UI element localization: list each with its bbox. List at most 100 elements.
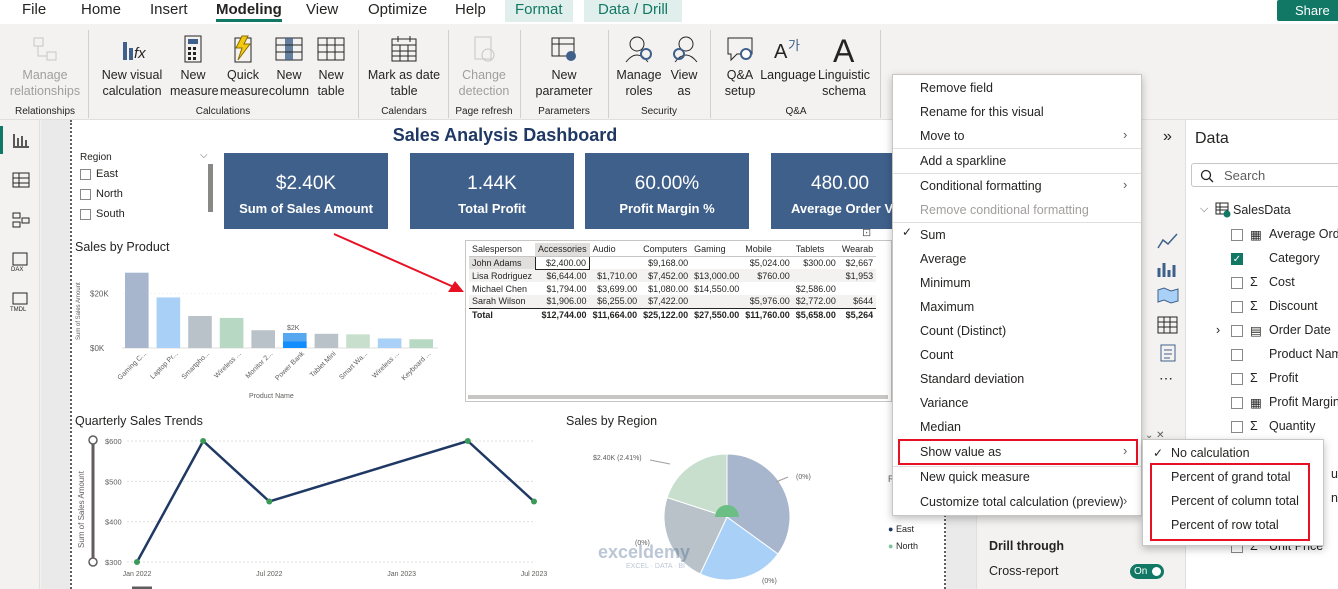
field-well-controls[interactable]: ⌄ ✕ bbox=[1145, 430, 1165, 441]
matrix-row[interactable]: Sarah Wilson $1,906.00 $6,255.00 $7,422.00 $… bbox=[469, 295, 877, 308]
kpi-card[interactable]: 1.44K Total Profit bbox=[410, 153, 574, 229]
tab-format[interactable]: Format bbox=[505, 0, 573, 22]
tab-view[interactable]: View bbox=[306, 1, 339, 18]
new-column-button[interactable]: New column bbox=[268, 34, 310, 99]
tab-insert[interactable]: Insert bbox=[150, 1, 188, 18]
mark-as-date-table-button[interactable]: Mark as date table bbox=[366, 34, 442, 99]
matrix-header-cell[interactable]: Salesperson bbox=[469, 243, 536, 257]
matrix-header-cell[interactable]: Audio bbox=[589, 243, 641, 257]
paginated-report-icon[interactable] bbox=[1159, 344, 1181, 362]
matrix-row[interactable]: John Adams $2,400.00 $9,168.00 $5,024.00 $30… bbox=[469, 255, 876, 270]
menu-item-maximum[interactable]: Maximum bbox=[920, 300, 975, 314]
tab-help[interactable]: Help bbox=[455, 1, 486, 18]
menu-item-conditional-formatting[interactable]: Conditional formatting bbox=[920, 179, 1042, 193]
checkbox[interactable] bbox=[80, 189, 91, 200]
kpi-card[interactable]: 480.00 Average Order Value bbox=[771, 153, 892, 229]
bar-chart[interactable]: $0K $20K Sum of Sales Amount Gaming C... Lap… bbox=[72, 258, 442, 403]
matrix-header-cell[interactable]: Mobile bbox=[742, 243, 793, 257]
menu-item-count[interactable]: Count bbox=[920, 348, 954, 362]
field-checkbox[interactable] bbox=[1231, 349, 1243, 361]
tmdl-view-icon[interactable]: TMDL bbox=[9, 292, 33, 312]
chevron-down-icon[interactable]: ⌵ bbox=[200, 150, 208, 161]
view-as-button[interactable]: View as bbox=[666, 34, 702, 99]
field-name[interactable]: Cost bbox=[1269, 275, 1295, 289]
kpi-card[interactable]: 60.00% Profit Margin % bbox=[585, 153, 749, 229]
field-name[interactable]: Discount bbox=[1269, 299, 1318, 313]
menu-item-move-to[interactable]: Move to bbox=[920, 129, 965, 143]
chevron-right-icon[interactable]: › bbox=[1216, 323, 1221, 337]
more-options-icon[interactable]: ⊡ bbox=[862, 227, 872, 239]
field-name[interactable]: Product Name bbox=[1269, 347, 1338, 361]
field-checkbox[interactable] bbox=[1231, 397, 1243, 409]
qa-setup-button[interactable]: Q&A setup bbox=[718, 34, 762, 99]
matrix-header-cell[interactable]: Wearab bbox=[838, 243, 877, 257]
field-checkbox[interactable] bbox=[1231, 301, 1243, 313]
field-name[interactable]: Order Date bbox=[1269, 323, 1331, 337]
chevron-down-icon[interactable]: ⌵ bbox=[1200, 203, 1209, 215]
new-measure-button[interactable]: New measure bbox=[170, 34, 219, 99]
new-parameter-button[interactable]: New parameter bbox=[526, 34, 602, 99]
menu-item-show-value-as[interactable]: Show value as bbox=[920, 445, 1002, 459]
tab-modeling[interactable]: Modeling bbox=[216, 1, 282, 22]
field-checkbox[interactable] bbox=[1231, 325, 1243, 337]
new-table-button[interactable]: New table bbox=[312, 34, 350, 99]
field-name[interactable]: Category bbox=[1269, 251, 1320, 265]
tab-home[interactable]: Home bbox=[81, 1, 122, 18]
table-view-icon[interactable] bbox=[12, 172, 30, 188]
model-view-icon[interactable] bbox=[12, 212, 30, 228]
menu-item-rename-for-visual[interactable]: Rename for this visual bbox=[920, 105, 1044, 119]
matrix-row[interactable]: Lisa Rodriguez $6,644.00 $1,710.00 $7,452.0… bbox=[469, 269, 877, 282]
menu-item-remove-field[interactable]: Remove field bbox=[920, 81, 993, 95]
menu-item-customize-total-calculation[interactable]: Customize total calculation (preview) bbox=[920, 495, 1124, 509]
checkbox[interactable] bbox=[80, 169, 91, 180]
menu-item-count-distinct[interactable]: Count (Distinct) bbox=[920, 324, 1007, 338]
tab-file[interactable]: File bbox=[22, 1, 47, 18]
field-checkbox[interactable] bbox=[1231, 229, 1243, 241]
field-name[interactable]: Profit bbox=[1269, 371, 1299, 385]
matrix-header-cell[interactable]: Gaming bbox=[691, 243, 743, 257]
matrix-header-cell[interactable]: Tablets bbox=[792, 243, 839, 257]
share-button[interactable]: Share bbox=[1277, 0, 1338, 21]
submenu-item-percent-of-row-total[interactable]: Percent of row total bbox=[1171, 518, 1279, 532]
pie-chart[interactable]: $2.40K (2.41%) (0%) (0%) (0%) bbox=[590, 440, 830, 589]
checkbox[interactable] bbox=[80, 209, 91, 220]
matrix-header-cell[interactable]: Computers bbox=[640, 243, 692, 257]
submenu-item-percent-of-column-total[interactable]: Percent of column total bbox=[1171, 494, 1299, 508]
manage-roles-button[interactable]: Manage roles bbox=[614, 34, 664, 99]
tab-data-drill[interactable]: Data / Drill bbox=[584, 0, 683, 22]
field-name[interactable]: Quantity bbox=[1269, 419, 1316, 433]
menu-item-variance[interactable]: Variance bbox=[920, 396, 969, 410]
menu-item-median[interactable]: Median bbox=[920, 420, 961, 434]
field-checkbox[interactable] bbox=[1231, 421, 1243, 433]
menu-item-add-sparkline[interactable]: Add a sparkline bbox=[920, 154, 1007, 168]
quick-measure-button[interactable]: Quick measure bbox=[220, 34, 269, 99]
field-checkbox[interactable] bbox=[1231, 277, 1243, 289]
matrix-visual[interactable]: Salesperson Accessories Audio Computers Gami… bbox=[465, 240, 892, 402]
tab-optimize[interactable]: Optimize bbox=[368, 1, 428, 18]
matrix-header-cell[interactable]: Accessories bbox=[535, 243, 590, 257]
table-name[interactable]: SalesData bbox=[1233, 203, 1291, 217]
submenu-item-percent-of-grand-total[interactable]: Percent of grand total bbox=[1171, 470, 1291, 484]
field-checkbox[interactable]: ✓ bbox=[1231, 253, 1243, 265]
submenu-item-no-calculation[interactable]: No calculation bbox=[1171, 446, 1250, 460]
column-chart-icon[interactable] bbox=[1157, 260, 1179, 278]
matrix-row[interactable]: Michael Chen $1,794.00 $3,699.00 $1,080.00 $… bbox=[469, 282, 876, 295]
kpi-card[interactable]: $2.40K Sum of Sales Amount bbox=[224, 153, 388, 229]
cross-report-toggle[interactable]: On bbox=[1130, 564, 1164, 579]
collapse-pane-icon[interactable]: » bbox=[1163, 128, 1172, 145]
linguistic-schema-button[interactable]: A Linguistic schema bbox=[816, 34, 872, 99]
menu-item-standard-deviation[interactable]: Standard deviation bbox=[920, 372, 1025, 386]
field-name[interactable]: Average Order Value bbox=[1269, 227, 1338, 241]
dax-query-icon[interactable]: DAX bbox=[10, 252, 32, 272]
table-visual-icon[interactable] bbox=[1157, 316, 1179, 334]
field-name[interactable]: Profit Margin % bbox=[1269, 395, 1338, 409]
search-input[interactable]: Search bbox=[1191, 163, 1338, 187]
menu-item-sum[interactable]: Sum bbox=[920, 228, 946, 242]
horizontal-scrollbar[interactable] bbox=[468, 395, 888, 399]
line-chart[interactable]: $300 $400 $500 $600 Sum of Sales Amount Jan 2… bbox=[72, 430, 552, 589]
report-view-icon[interactable] bbox=[12, 132, 30, 148]
more-visuals-icon[interactable]: ⋯ bbox=[1159, 370, 1173, 386]
line-chart-icon[interactable] bbox=[1157, 232, 1179, 250]
map-icon[interactable] bbox=[1157, 286, 1179, 304]
